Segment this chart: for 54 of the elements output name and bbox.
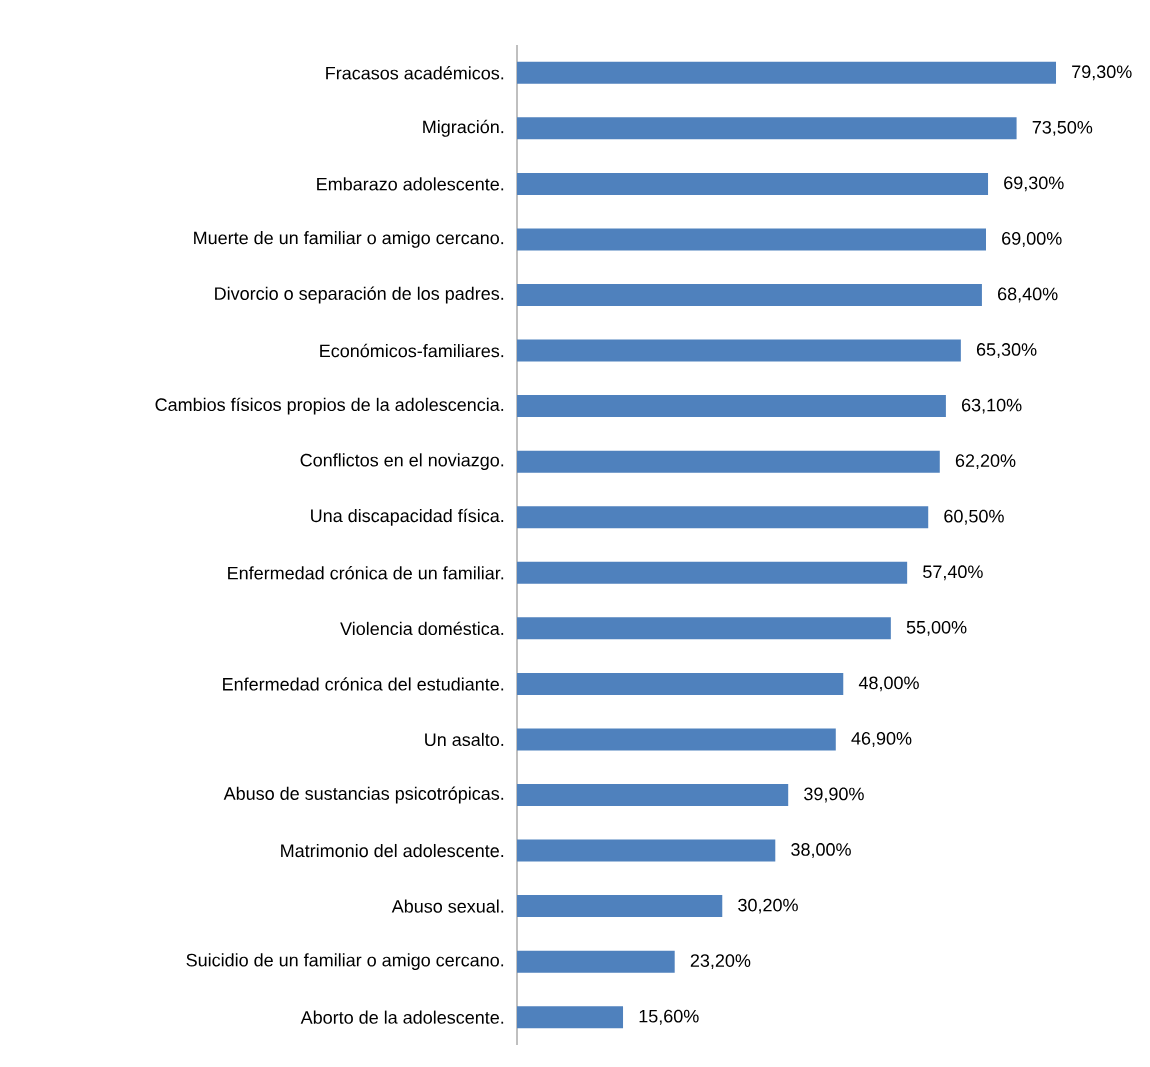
data-label: 46,90% xyxy=(851,732,912,747)
y-tick-label: Aborto de la adolescente. xyxy=(300,1010,504,1024)
data-label: 39,90% xyxy=(804,787,864,803)
data-label: 73,50% xyxy=(1032,120,1093,136)
data-label: 57,40% xyxy=(923,565,983,581)
y-tick-label: Migración. xyxy=(423,119,504,137)
y-tick-label: Una discapacidad física. xyxy=(311,508,504,526)
data-label: 79,30% xyxy=(1072,65,1132,81)
y-tick-label: Abuso sexual. xyxy=(391,899,504,913)
bar xyxy=(517,839,776,862)
bar xyxy=(517,784,789,806)
y-tick-label: Violencia doméstica. xyxy=(340,621,504,636)
bar xyxy=(517,450,940,473)
data-label: 60,50% xyxy=(944,509,1004,525)
bar xyxy=(517,172,989,195)
y-tick-label: Enfermedad crónica del estudiante. xyxy=(223,677,504,691)
bar xyxy=(517,1006,624,1029)
y-tick-label: Muerte de un familiar o amigo cercano. xyxy=(194,231,504,248)
bar xyxy=(517,672,844,695)
y-tick-label: Embarazo adolescente. xyxy=(317,177,504,191)
y-tick-label: Matrimonio del adolescente. xyxy=(281,843,504,858)
data-label: 63,10% xyxy=(962,398,1022,414)
data-label: 23,20% xyxy=(690,954,751,970)
bar xyxy=(517,339,961,362)
bar xyxy=(517,561,908,584)
y-tick-label: Fracasos académicos. xyxy=(326,66,504,80)
bar xyxy=(517,284,982,307)
data-label: 30,20% xyxy=(738,898,798,914)
bar xyxy=(517,61,1057,84)
data-label: 48,00% xyxy=(858,676,919,692)
bar xyxy=(517,117,1017,140)
y-tick-label: Abuso de sustancias psicotrópicas. xyxy=(223,786,504,804)
bar xyxy=(517,395,946,418)
y-tick-label: Conflictos en el noviazgo. xyxy=(300,453,504,471)
data-label: 69,00% xyxy=(1002,232,1062,247)
y-tick-label: Económicos-familiares. xyxy=(320,343,504,358)
data-label: 15,60% xyxy=(639,1009,699,1025)
data-label: 55,00% xyxy=(906,620,967,636)
bar xyxy=(517,950,675,973)
y-tick-label: Cambios físicos propios de la adolescencia. xyxy=(155,397,504,415)
data-label: 65,30% xyxy=(976,343,1037,359)
y-tick-label: Divorcio o separación de los padres. xyxy=(215,286,504,304)
data-label: 38,00% xyxy=(791,843,851,858)
bar xyxy=(517,728,836,751)
data-label: 69,30% xyxy=(1004,176,1064,192)
bar xyxy=(517,228,986,251)
bar xyxy=(517,617,891,640)
data-label: 62,20% xyxy=(955,454,1016,470)
y-tick-label: Enfermedad crónica de un familiar. xyxy=(228,566,504,580)
bar xyxy=(517,506,929,529)
y-tick-label: Suicidio de un familiar o amigo cercano. xyxy=(186,953,504,971)
bar xyxy=(517,895,723,918)
data-label: 68,40% xyxy=(998,287,1058,303)
y-tick-label: Un asalto. xyxy=(425,732,504,747)
